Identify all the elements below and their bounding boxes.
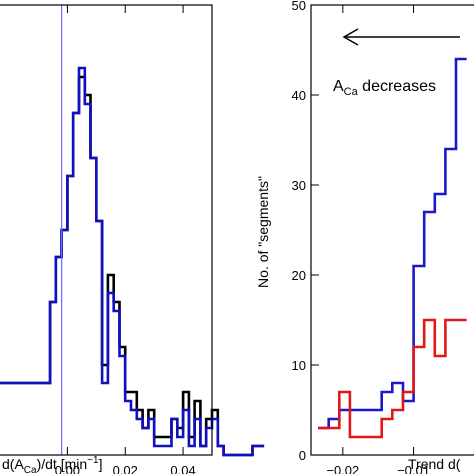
right-histogram-panel: −0.02−0.01001020304050 No. of "segments"… <box>255 0 474 474</box>
right-y-tick-label: 50 <box>292 0 306 13</box>
decrease-arrow-icon <box>342 28 460 46</box>
right-y-tick-label: 0 <box>299 448 306 463</box>
left-histogram-panel: 0.00 0.02 0.04 d(ACa)/dt [min−1] <box>0 4 265 474</box>
right-x-tick-label: −0.02 <box>326 463 359 474</box>
right-y-tick-label: 30 <box>292 178 306 193</box>
right-ticks-group: −0.02−0.01001020304050 <box>292 0 430 474</box>
right-y-tick-label: 20 <box>292 268 306 283</box>
right-y-tick-label: 40 <box>292 88 306 103</box>
left-plot-frame <box>0 4 213 456</box>
left-series-group <box>0 66 265 457</box>
right-x-axis-label: Trend d( <box>408 456 461 472</box>
right-series-1-step-line <box>318 318 467 439</box>
decrease-annotation: ACa decreases <box>333 78 436 98</box>
left-x-tick-label: 0.04 <box>170 463 195 474</box>
right-y-axis-label: No. of "segments" <box>255 176 271 288</box>
left-series-1-step-line <box>0 66 265 457</box>
left-x-tick-label: 0.02 <box>113 463 138 474</box>
left-series-0-step-line <box>0 75 265 457</box>
left-x-tick-label: 0.00 <box>55 463 80 474</box>
right-plot-frame <box>310 4 474 456</box>
left-ticks-group: 0.00 0.02 0.04 <box>55 5 196 474</box>
right-series-group <box>318 57 467 439</box>
right-x-tick-label: −0.01 <box>397 463 430 474</box>
left-x-axis-label: d(ACa)/dt [min−1] <box>2 455 102 474</box>
right-y-tick-label: 10 <box>292 358 306 373</box>
right-series-0-step-line <box>318 57 467 430</box>
